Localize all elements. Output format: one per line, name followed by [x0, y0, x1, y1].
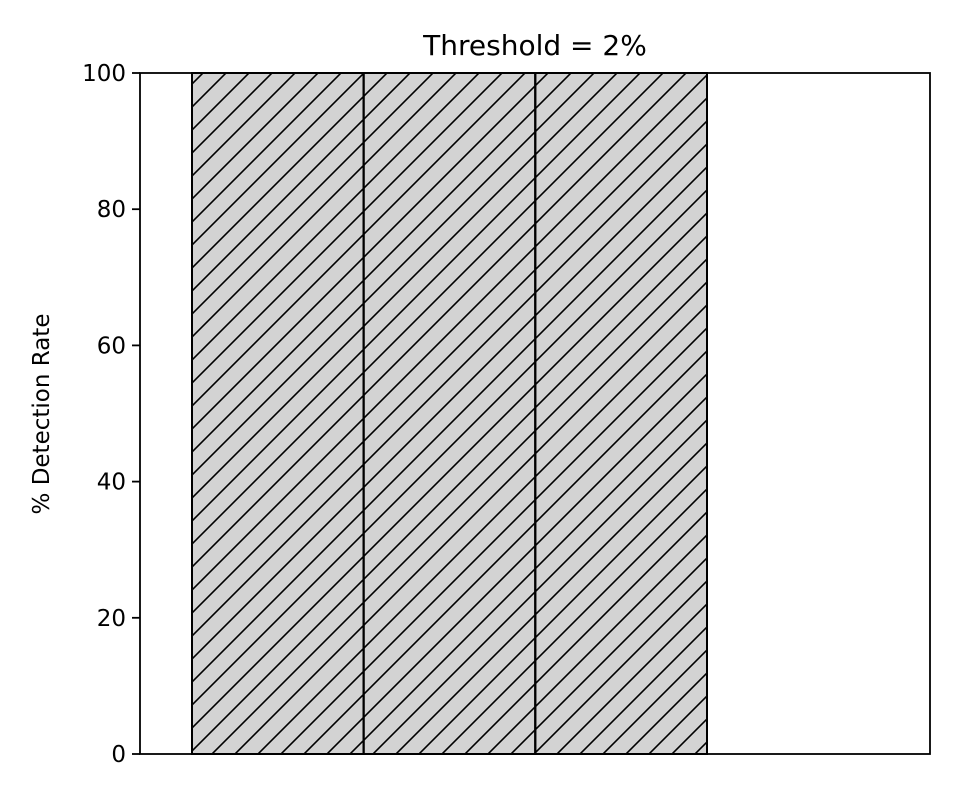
y-tick-label: 0 [111, 742, 126, 768]
y-tick-label: 80 [97, 197, 126, 223]
bar-hatch-2 [362, 72, 537, 755]
y-tick-label: 40 [97, 470, 126, 496]
bar-hatch-3 [534, 72, 708, 755]
plot-frame [139, 72, 931, 755]
y-axis-ticks: 0 20 40 60 80 100 [82, 61, 140, 768]
y-tick-label: 20 [97, 606, 126, 632]
bars-group [191, 72, 708, 755]
bar-hatch-1 [191, 72, 365, 755]
y-tick-label: 60 [97, 333, 126, 359]
chart-title: Threshold = 2% [422, 29, 647, 62]
y-axis-label: % Detection Rate [29, 314, 55, 515]
y-tick-label: 100 [82, 61, 126, 87]
